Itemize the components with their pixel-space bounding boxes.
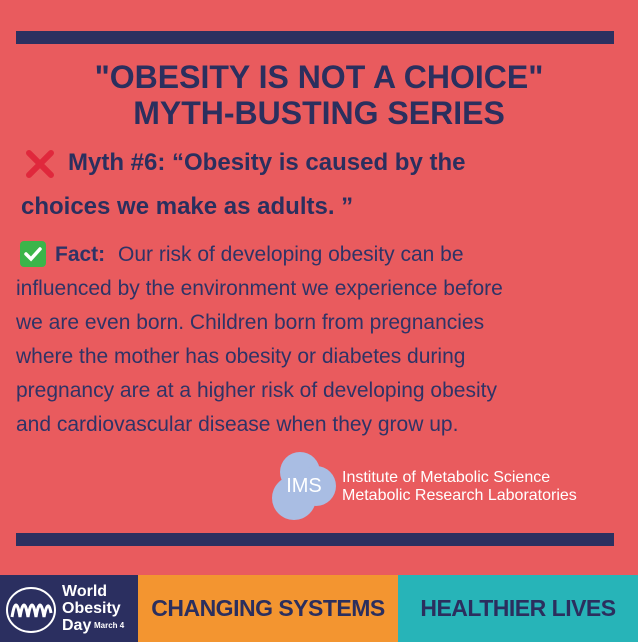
footer-right: HEALTHIER LIVES <box>398 575 638 642</box>
wod-text: World <box>62 583 108 600</box>
fact-line: we are even born. Children born from pre… <box>16 311 485 334</box>
fact-line: where the mother has obesity or diabetes… <box>16 345 466 368</box>
fact-line: and cardiovascular disease when they gro… <box>16 413 459 436</box>
wod-text: Day <box>62 617 92 634</box>
logo-text: Institute of Metabolic Science <box>342 469 551 486</box>
wod-date: March 4 <box>94 621 125 630</box>
title-line: "OBESITY IS NOT A CHOICE" <box>94 59 544 95</box>
footer-logo-panel: World Obesity Day March 4 <box>0 575 138 642</box>
logo-text: Metabolic Research Laboratories <box>342 487 577 504</box>
fact-line: influenced by the environment we experie… <box>16 277 503 300</box>
myth-line: choices we make as adults. ” <box>21 193 354 220</box>
title-line: MYTH-BUSTING SERIES <box>133 95 505 131</box>
ims-logo <box>272 452 336 520</box>
logo-abbreviation: IMS <box>286 475 322 497</box>
fact-label: Fact: <box>55 243 106 266</box>
cross-icon <box>26 150 54 178</box>
fact-line: pregnancy are at a higher risk of develo… <box>16 379 497 402</box>
wod-text: Obesity <box>62 600 121 617</box>
top-bar <box>16 31 614 44</box>
bottom-bar <box>16 533 614 546</box>
wod-emblem <box>6 587 56 633</box>
check-icon <box>20 241 46 267</box>
fact-line: Our risk of developing obesity can be <box>118 243 464 266</box>
footer-left: CHANGING SYSTEMS <box>138 575 398 642</box>
myth-line: Myth #6: “Obesity is caused by the <box>68 149 466 176</box>
